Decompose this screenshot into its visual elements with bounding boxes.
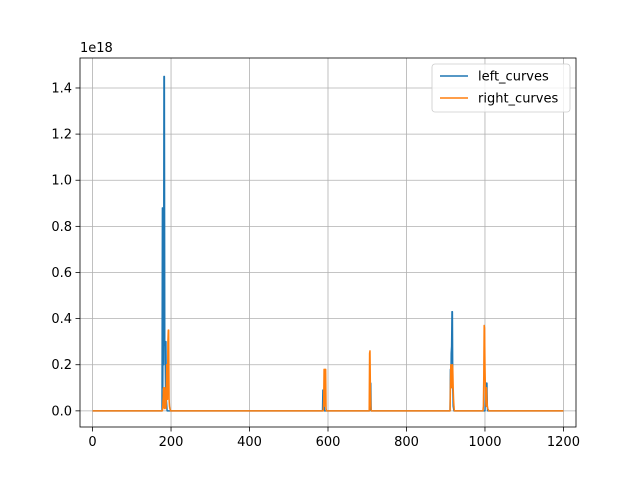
x-tick-label: 0 <box>88 435 96 450</box>
x-axis: 0 200 400 600 800 1000 1200 <box>88 427 580 450</box>
y-offset-label: 1e18 <box>80 41 113 56</box>
y-tick-label: 1.0 <box>51 174 72 189</box>
x-tick-label: 800 <box>394 435 419 450</box>
series-layer <box>92 75 564 412</box>
y-axis: 0.0 0.2 0.4 0.6 0.8 1.0 1.2 1.4 <box>51 81 80 419</box>
x-tick-label: 400 <box>237 435 262 450</box>
y-tick-label: 1.4 <box>51 81 72 96</box>
x-tick-label: 200 <box>159 435 184 450</box>
y-tick-label: 0.6 <box>51 266 72 281</box>
series-line-right-curves <box>92 324 564 412</box>
x-tick-label: 600 <box>316 435 341 450</box>
legend: left_curves right_curves <box>431 63 571 113</box>
y-tick-label: 0.2 <box>51 358 72 373</box>
legend-label: left_curves <box>478 70 549 85</box>
legend-label: right_curves <box>478 92 558 107</box>
x-tick-label: 1200 <box>547 435 580 450</box>
y-tick-label: 1.2 <box>51 128 72 143</box>
y-tick-label: 0.8 <box>51 220 72 235</box>
y-tick-label: 0.0 <box>51 404 72 419</box>
y-tick-label: 0.4 <box>51 312 72 327</box>
x-tick-label: 1000 <box>468 435 501 450</box>
